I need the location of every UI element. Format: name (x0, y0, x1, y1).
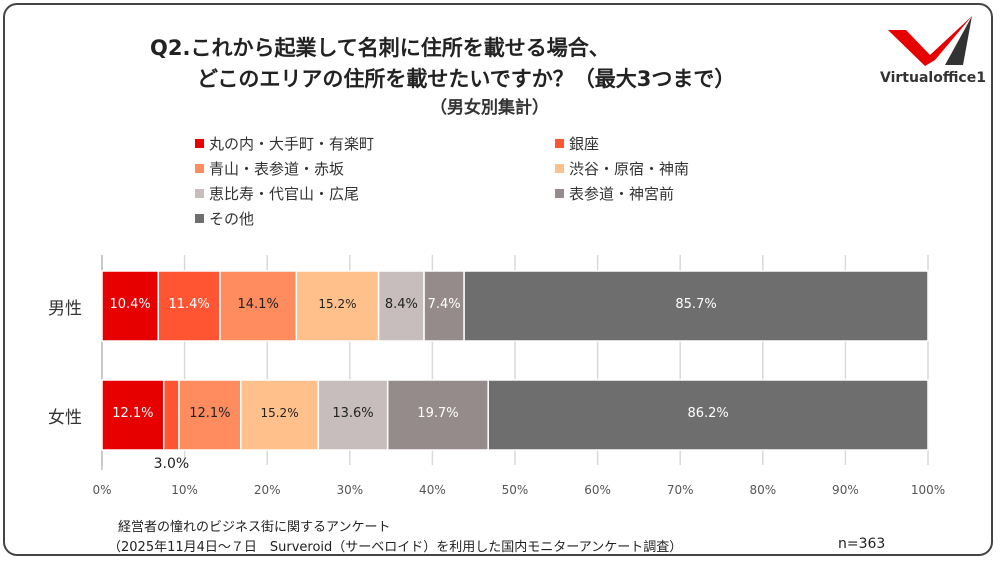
category-label: 男性 (48, 299, 82, 319)
data-label: 11.4% (168, 297, 210, 312)
bar-segment (463, 270, 929, 342)
legend-label: 表参道・神宮前 (569, 185, 675, 203)
sample-size: n=363 (838, 536, 886, 552)
data-label: 15.2% (318, 297, 357, 311)
x-tick-label: 10% (171, 483, 198, 497)
data-label: 15.2% (260, 406, 299, 420)
bar-segment (240, 379, 320, 451)
x-tick-label: 100% (910, 483, 946, 497)
x-tick-label: 70% (666, 483, 694, 497)
chart-title-line2: どこのエリアの住所を載せたいですか？（最大3つまで） (197, 67, 736, 91)
legend-label: 恵比寿・代官山・広尾 (209, 185, 360, 203)
category-label: 女性 (48, 408, 82, 428)
legend-swatch (195, 139, 204, 148)
x-tick-label: 50% (501, 483, 529, 497)
frame (3, 3, 993, 556)
bar-segment (487, 379, 929, 451)
bar-segment (295, 270, 380, 342)
bar-segment (219, 270, 298, 342)
chart-subtitle: （男女別集計） (430, 98, 549, 118)
data-label: 12.1% (189, 406, 231, 421)
survey-title: 経営者の憧れのビジネス街に関するアンケート (118, 520, 391, 535)
bar-segment (386, 379, 489, 451)
legend-swatch (555, 139, 564, 148)
bar-segment (157, 270, 221, 342)
legend-swatch (195, 189, 204, 198)
x-tick-label: 60% (584, 483, 611, 497)
data-label: 19.7% (417, 406, 459, 421)
data-label: 14.1% (237, 297, 279, 312)
legend-label: 青山・表参道・赤坂 (209, 160, 345, 178)
legend-item: 表参道・神宮前 (555, 183, 674, 204)
data-label: 85.7% (675, 297, 717, 312)
legend-item: 丸の内・大手町・有楽町 (195, 133, 374, 154)
x-tick-label: 0% (92, 483, 112, 497)
data-label: 13.6% (332, 406, 374, 421)
legend-swatch (555, 164, 564, 173)
data-label: 3.0% (153, 456, 190, 472)
x-tick-label: 20% (253, 483, 281, 497)
legend-item: 渋谷・原宿・神南 (555, 158, 689, 179)
bar-segment (377, 270, 425, 342)
legend-item: 恵比寿・代官山・広尾 (195, 183, 359, 204)
bar-segment (317, 379, 389, 451)
data-label: 8.4% (384, 297, 418, 312)
data-label: 10.4% (109, 297, 151, 312)
legend-label: 渋谷・原宿・神南 (569, 160, 690, 178)
legend-swatch (555, 189, 564, 198)
legend-item: 青山・表参道・赤坂 (195, 158, 344, 179)
data-label: 7.4% (427, 297, 461, 312)
legend-swatch (195, 214, 204, 223)
chart-title-line1: Q2.これから起業して名刺に住所を載せる場合、 (150, 36, 610, 60)
x-tick-label: 40% (419, 483, 446, 497)
x-tick-label: 30% (336, 483, 364, 497)
bar-segment (162, 379, 180, 451)
x-tick-label: 80% (749, 483, 777, 497)
bar-segment (101, 270, 160, 342)
legend-label: その他 (209, 210, 255, 228)
x-tick-label: 90% (832, 483, 859, 497)
bar-segment (423, 270, 465, 342)
legend-label: 丸の内・大手町・有楽町 (209, 135, 375, 153)
legend-swatch (195, 164, 204, 173)
legend-label: 銀座 (569, 135, 600, 153)
data-label: 12.1% (112, 406, 154, 421)
logo-text: Virtualoffice1 (880, 70, 986, 86)
legend-item: 銀座 (555, 133, 599, 154)
legend-item: その他 (195, 208, 254, 229)
data-label: 86.2% (687, 406, 729, 421)
survey-detail: （2025年11月4日～７日 Surveroid（サーベロイド）を利用した国内モ… (108, 540, 683, 555)
